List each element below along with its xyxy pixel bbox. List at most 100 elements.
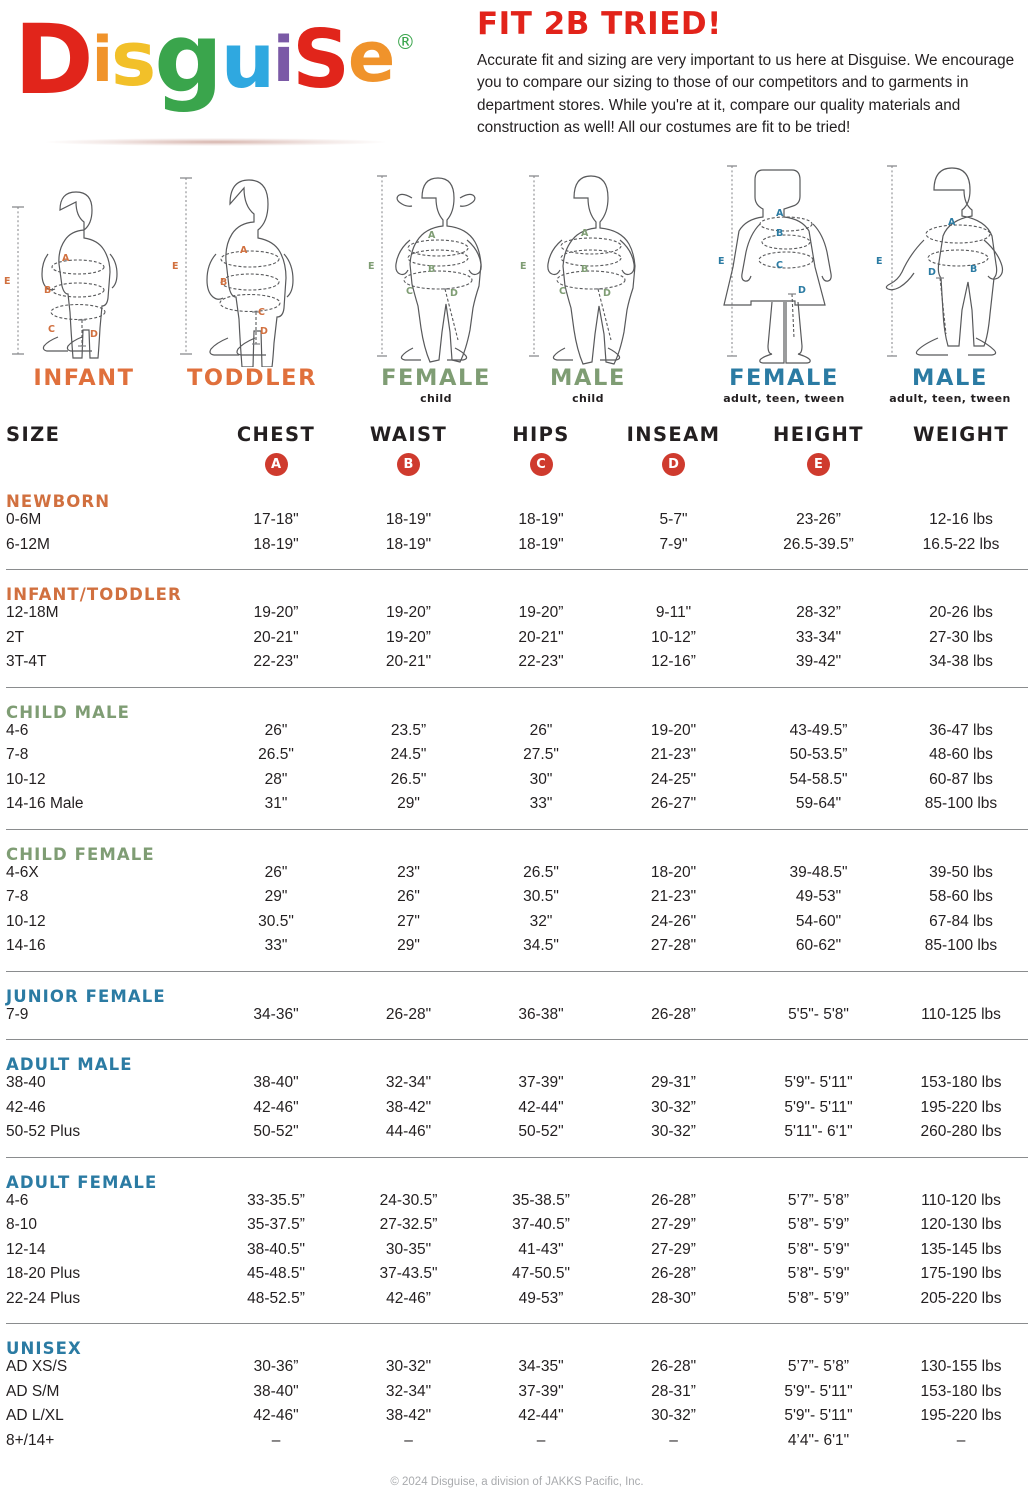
- cell-waist: 18-19": [385, 511, 432, 528]
- cell-inseam: 21-23": [650, 746, 697, 763]
- cell-weight: 39-50 lbs: [929, 863, 993, 881]
- logo-wordmark: DisguiSe ®: [8, 4, 428, 108]
- cell-hips: 41-43": [518, 1240, 564, 1258]
- logo-letter-1: i: [91, 23, 113, 96]
- cell-hips: 50-52": [518, 1123, 564, 1140]
- cell-size: 4-6: [6, 1191, 29, 1209]
- cell-waist: 19-20”: [386, 604, 431, 621]
- male-adult-illustration: E A B D: [866, 162, 1034, 367]
- table-row: 14-16 33" 29" 34.5" 27-28" 60-62" 85-100 lbs: [6, 937, 1028, 962]
- badge-cell-e: E: [741, 452, 896, 476]
- cell-size: 7-8: [6, 746, 29, 763]
- cell-chest: 20-21": [253, 628, 299, 646]
- cell-chest: 48-52.5”: [247, 1289, 305, 1307]
- svg-text:A: A: [62, 253, 70, 264]
- toddler-illustration: E A B C: [168, 162, 336, 367]
- svg-text:B: B: [776, 228, 783, 239]
- cell-hips: 18-19": [518, 535, 564, 553]
- cell-waist: 37-43.5": [379, 1265, 438, 1282]
- cell-height: 5'9"- 5'11": [784, 1074, 853, 1091]
- cell-chest: 42-46": [253, 1098, 299, 1116]
- section-header-row: JUNIOR FEMALE: [6, 977, 1028, 1006]
- section-divider: [6, 1323, 1028, 1324]
- cell-inseam: 26-28": [650, 1358, 697, 1375]
- cell-chest: 42-46": [253, 1407, 299, 1424]
- header-copy: FIT 2B TRIED! Accurate fit and sizing ar…: [477, 8, 1025, 139]
- table-row: 50-52 Plus 50-52" 44-46" 50-52" 30-32” 5'11"-…: [6, 1123, 1028, 1148]
- cell-weight: 110-120 lbs: [921, 1191, 1001, 1209]
- svg-text:D: D: [798, 285, 806, 296]
- cell-chest: 30.5": [258, 912, 294, 930]
- logo-letter-6: S: [292, 13, 350, 106]
- cell-chest: 28": [264, 770, 288, 788]
- cell-inseam: 27-29”: [651, 1240, 696, 1258]
- cell-height: 54-60": [795, 912, 842, 930]
- section-divider: [6, 828, 1028, 830]
- table-row: 10-12 28" 26.5" 30" 24-25" 54-58.5" 60-87 lbs: [6, 771, 1028, 796]
- svg-text:E: E: [718, 256, 725, 267]
- cell-chest: 22-23": [253, 653, 299, 670]
- cell-size: 8-10: [6, 1216, 38, 1233]
- cell-size: 12-14: [6, 1240, 46, 1258]
- cell-size: 7-9: [6, 1005, 29, 1023]
- cell-chest: 26": [264, 863, 288, 881]
- cell-height: 5'9"- 5'11": [784, 1407, 853, 1424]
- cell-hips: 37-39": [518, 1074, 564, 1091]
- cell-waist: 19-20”: [386, 628, 431, 646]
- cell-size: 0-6M: [6, 511, 42, 528]
- cell-size: AD L/XL: [6, 1407, 64, 1424]
- male-child-measure-ellipses: [556, 237, 626, 341]
- table-row: 7-9 34-36" 26-28" 36-38" 26-28” 5'5"- 5'8" 110…: [6, 1006, 1028, 1031]
- cell-hips: 30.5": [523, 888, 559, 905]
- cell-weight: 135-145 lbs: [920, 1240, 1002, 1258]
- cell-size: 8+/14+: [6, 1431, 55, 1449]
- table-row: 7-8 29" 26" 30.5" 21-23" 49-53" 58-60 lbs: [6, 888, 1028, 913]
- female-child-illustration: E A B: [352, 162, 520, 367]
- cell-size: AD XS/S: [6, 1358, 68, 1375]
- cell-weight: 175-190 lbs: [920, 1265, 1002, 1282]
- cell-weight: –: [956, 1431, 966, 1449]
- cell-size: 12-18M: [6, 604, 59, 621]
- cell-inseam: 21-23": [650, 888, 697, 905]
- logo-letter-2: s: [110, 14, 156, 103]
- cell-weight: 58-60 lbs: [929, 888, 993, 905]
- cell-inseam: 27-29”: [651, 1216, 696, 1233]
- svg-text:E: E: [4, 276, 11, 287]
- figure-caption-male-child: MALE: [550, 365, 626, 391]
- cell-chest: 17-18": [253, 511, 299, 528]
- cell-chest: 18-19": [253, 535, 299, 553]
- cell-waist: 27": [397, 912, 420, 930]
- cell-size: 10-12: [6, 912, 46, 930]
- cell-chest: 33": [264, 937, 288, 954]
- svg-text:B: B: [44, 285, 51, 296]
- table-row: 8-10 35-37.5” 27-32.5” 37-40.5” 27-29” 5’8”- …: [6, 1216, 1028, 1241]
- cell-hips: 35-38.5”: [512, 1191, 570, 1209]
- infant-illustration: E A B C: [0, 162, 168, 367]
- cell-chest: 45-48.5": [246, 1265, 306, 1282]
- svg-text:B: B: [428, 264, 435, 275]
- figure-female-child: E A B: [352, 162, 520, 405]
- cell-hips: 34.5": [523, 937, 559, 954]
- section-title-child-male: CHILD MALE: [6, 702, 130, 722]
- cell-height: 43-49.5”: [789, 721, 848, 739]
- svg-text:D: D: [450, 288, 458, 299]
- logo-shadow: [46, 138, 386, 146]
- cell-chest: 30-36”: [253, 1358, 299, 1375]
- cell-inseam: 24-26": [650, 912, 697, 930]
- cell-weight: 20-26 lbs: [929, 604, 993, 621]
- cell-chest: 35-37.5”: [247, 1216, 305, 1233]
- section-header-row: INFANT/TODDLER: [6, 575, 1028, 604]
- logo-letter-7: e: [347, 16, 396, 98]
- cell-chest: 38-40.5": [246, 1240, 306, 1258]
- figure-female-adult: E A B C D: [700, 162, 868, 405]
- cell-inseam: 10-12”: [651, 628, 696, 646]
- svg-text:A: A: [240, 245, 248, 256]
- infant-measure-ellipses: [50, 259, 106, 347]
- figure-infant: E A B C: [0, 162, 168, 390]
- cell-height: 5’8”- 5’9”: [787, 1289, 850, 1307]
- cell-weight: 130-155 lbs: [920, 1358, 1002, 1375]
- cell-weight: 67-84 lbs: [929, 912, 993, 930]
- section-divider: [6, 1156, 1028, 1158]
- cell-hips: 27.5": [523, 746, 559, 763]
- male-adult-measure-ellipses: [925, 224, 991, 335]
